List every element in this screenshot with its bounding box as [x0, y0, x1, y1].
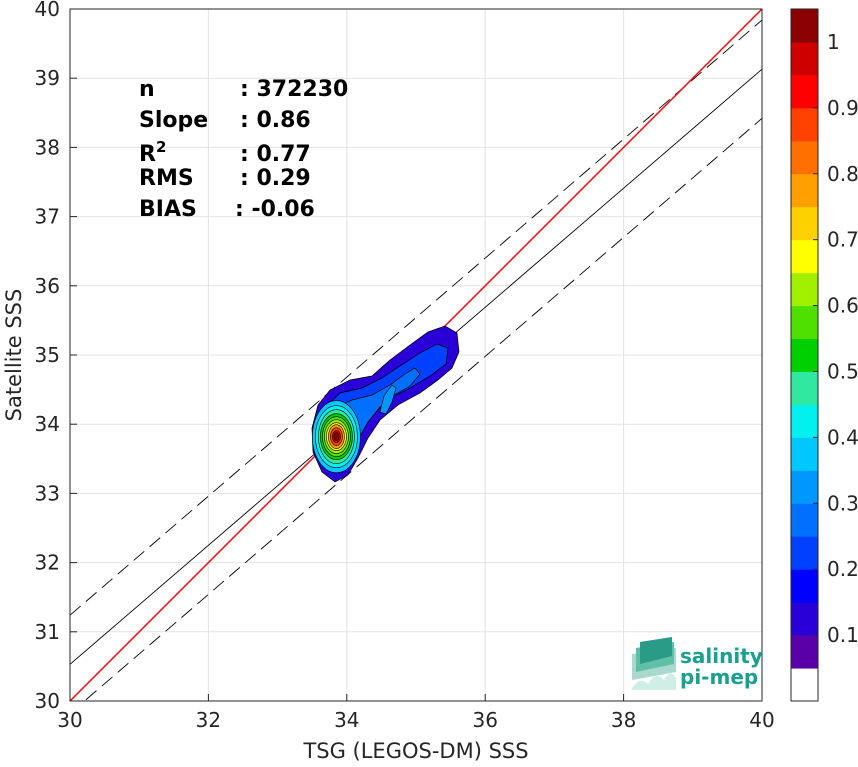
- colorbar-segment: [791, 41, 818, 76]
- x-tick-label: 38: [611, 708, 636, 732]
- colorbar-segment: [791, 338, 818, 372]
- colorbar-segment: [791, 569, 818, 603]
- colorbar-segment: [791, 173, 818, 208]
- colorbar-tick-label: 0.2: [827, 557, 858, 581]
- stat-label: BIAS: [139, 197, 197, 222]
- stat-label: R2: [139, 138, 166, 167]
- stat-value: : 0.29: [240, 166, 311, 191]
- colorbar-segment: [791, 371, 818, 405]
- colorbar-segment: [791, 536, 818, 570]
- y-tick-label: 40: [35, 0, 60, 21]
- y-tick-label: 34: [35, 412, 60, 436]
- density-contours: [311, 325, 460, 483]
- colorbar-segment: [791, 503, 818, 537]
- stat-label: n: [139, 77, 155, 102]
- x-tick-label: 36: [472, 708, 497, 732]
- x-tick-label: 34: [334, 708, 359, 732]
- y-tick-label: 32: [35, 551, 60, 575]
- y-tick-label: 30: [35, 689, 60, 713]
- colorbar-tick-label: 0.7: [827, 228, 858, 252]
- y-tick-label: 35: [35, 343, 60, 367]
- x-tick-label: 30: [57, 708, 82, 732]
- y-tick-label: 39: [35, 66, 60, 90]
- colorbar-frame: [790, 8, 819, 702]
- colorbar-segment: [791, 602, 818, 636]
- x-axis-label: TSG (LEGOS-DM) SSS: [302, 739, 528, 763]
- density-contour: [333, 432, 340, 441]
- colorbar-segment: [791, 272, 818, 307]
- stat-value: : 0.77: [240, 142, 311, 167]
- colorbar-tick-label: 0.3: [827, 491, 858, 515]
- stat-value: : -0.06: [235, 197, 315, 222]
- colorbar-segment: [791, 9, 818, 43]
- lower-bound-line: [83, 117, 762, 701]
- colorbar-segment: [791, 74, 818, 109]
- stat-value: : 372230: [240, 77, 348, 102]
- density-contour: [379, 384, 397, 415]
- y-tick-label: 37: [35, 205, 60, 229]
- colorbar-tick-label: 0.9: [827, 96, 858, 120]
- colorbar-segment: [791, 305, 818, 340]
- salinity-pi-mep-logo: salinity pi-mep: [632, 637, 763, 690]
- y-tick-label: 33: [35, 481, 60, 505]
- y-axis-ticks: 30 31 32 33 34 35 36 37 38 39 40: [35, 0, 77, 713]
- colorbar-segment: [791, 437, 818, 471]
- colorbar-segment: [791, 140, 818, 175]
- stat-label: Slope: [139, 108, 208, 133]
- colorbar-segment: [791, 404, 818, 438]
- stat-value: : 0.86: [240, 108, 311, 133]
- colorbar-segment: [791, 206, 818, 241]
- colorbar-tick-label: 0.6: [827, 294, 858, 318]
- y-tick-label: 38: [35, 135, 60, 159]
- colorbar-segment: [791, 470, 818, 504]
- y-tick-label: 36: [35, 274, 60, 298]
- upper-bound-line: [70, 19, 762, 616]
- logo-line2: pi-mep: [680, 665, 758, 689]
- colorbar-tick-label: 0.1: [827, 623, 858, 647]
- colorbar-segment: [791, 107, 818, 142]
- logo-line1: salinity: [680, 644, 763, 668]
- colorbar-tick-label: 0.5: [827, 359, 858, 383]
- colorbar: 0.1 0.2 0.3 0.4 0.5 0.6 0.7 0.8 0.9 1: [790, 8, 858, 702]
- stat-label: RMS: [139, 166, 194, 191]
- y-axis-label: Satellite SSS: [2, 289, 26, 422]
- colorbar-tick-label: 1: [827, 30, 840, 54]
- y-tick-label: 31: [35, 620, 60, 644]
- x-tick-label: 32: [196, 708, 221, 732]
- x-axis-ticks: 30 32 34 36 38 40: [57, 694, 775, 732]
- colorbar-segment: [791, 635, 818, 669]
- colorbar-tick-label: 0.4: [827, 425, 858, 449]
- stats-box: n : 372230 Slope : 0.86 R2 : 0.77 RMS : 0.29 BIA…: [139, 77, 348, 222]
- x-tick-label: 40: [749, 708, 774, 732]
- colorbar-segment: [791, 668, 818, 702]
- logo-waves-icon: [632, 637, 676, 690]
- colorbar-tick-label: 0.8: [827, 162, 858, 186]
- colorbar-segment: [791, 239, 818, 274]
